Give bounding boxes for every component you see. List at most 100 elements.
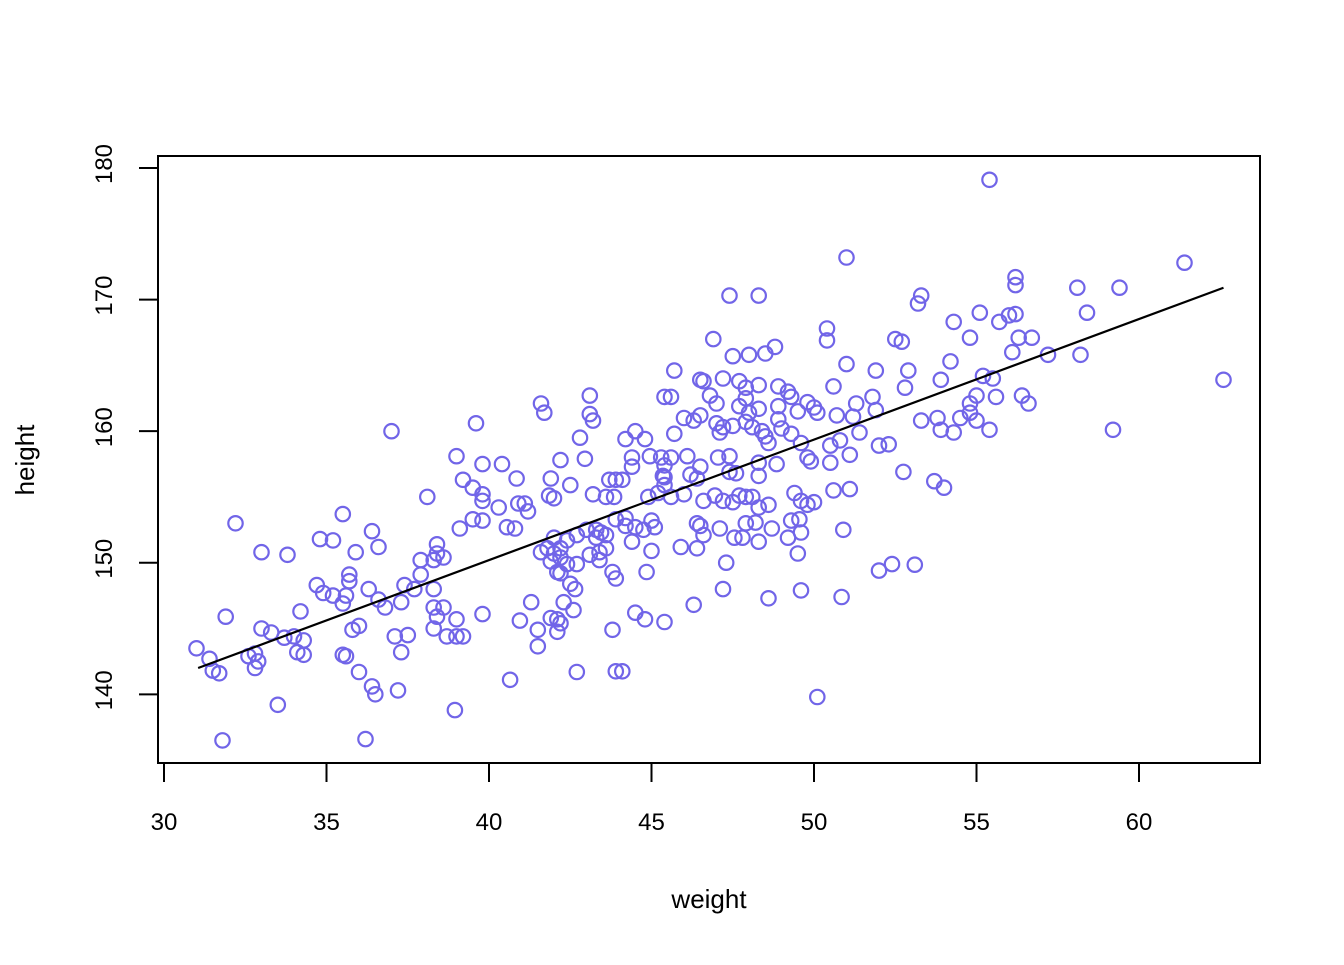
data-point — [561, 575, 579, 593]
data-point — [474, 512, 491, 529]
data-point — [568, 555, 586, 573]
data-point — [831, 432, 849, 449]
data-point — [880, 435, 897, 453]
data-point — [498, 518, 516, 536]
data-point — [791, 510, 808, 528]
data-point — [566, 580, 584, 598]
data-point — [451, 520, 469, 537]
data-point — [295, 646, 312, 664]
data-point — [981, 421, 998, 439]
data-point — [691, 458, 709, 475]
data-point — [792, 582, 810, 599]
data-point — [665, 362, 683, 379]
data-point — [210, 664, 228, 682]
data-point — [656, 388, 673, 406]
x-tick-label: 45 — [638, 809, 665, 836]
data-point — [428, 535, 446, 553]
data-point — [769, 378, 787, 395]
data-point — [607, 662, 625, 680]
data-point — [626, 422, 644, 440]
data-point — [217, 608, 234, 625]
data-point — [519, 503, 537, 520]
data-point — [789, 403, 807, 420]
data-point — [951, 409, 969, 427]
regression-line — [197, 286, 1224, 670]
data-point — [750, 467, 767, 485]
data-point — [188, 639, 205, 657]
data-point — [522, 593, 540, 611]
data-point — [789, 545, 807, 562]
data-point — [532, 395, 550, 412]
x-tick-label: 40 — [476, 809, 503, 836]
data-point — [961, 329, 979, 346]
data-point — [584, 412, 602, 429]
data-point — [1000, 307, 1018, 324]
data-point — [656, 457, 673, 474]
data-point — [654, 467, 672, 485]
data-point — [727, 464, 745, 482]
data-point — [740, 346, 758, 364]
data-point — [805, 493, 823, 511]
data-point — [591, 551, 608, 569]
data-point — [576, 450, 594, 468]
data-point — [961, 404, 979, 421]
data-point — [782, 512, 800, 529]
data-point — [750, 499, 767, 516]
data-point — [981, 171, 998, 189]
data-point — [386, 628, 404, 645]
data-point — [643, 542, 660, 560]
data-point — [760, 434, 777, 452]
data-point — [773, 420, 790, 437]
data-point — [743, 418, 761, 436]
data-point — [828, 407, 846, 424]
data-point — [945, 313, 962, 331]
data-point — [292, 603, 309, 620]
data-point — [912, 287, 930, 304]
data-point — [311, 530, 329, 548]
data-point — [799, 449, 816, 466]
data-point — [635, 521, 652, 539]
data-point — [561, 476, 579, 494]
data-point — [285, 628, 303, 645]
data-point — [1007, 305, 1024, 323]
data-point — [721, 447, 738, 465]
data-point — [1010, 329, 1027, 346]
data-point — [961, 395, 979, 412]
data-point — [613, 662, 631, 680]
data-point — [392, 643, 410, 661]
data-point — [685, 596, 702, 614]
data-point — [1007, 276, 1024, 294]
plot-box — [157, 155, 1261, 764]
data-point — [821, 437, 839, 454]
data-point — [552, 614, 569, 632]
data-point — [808, 404, 826, 421]
data-point — [597, 526, 615, 544]
data-point — [841, 446, 859, 464]
data-point — [399, 626, 417, 644]
data-point — [279, 546, 296, 564]
data-point — [324, 532, 342, 549]
data-point — [726, 529, 743, 546]
data-point — [893, 333, 911, 350]
data-point — [656, 613, 673, 631]
x-tick-label: 55 — [963, 809, 990, 836]
data-point — [714, 492, 732, 510]
data-point — [750, 400, 767, 418]
x-axis-ticks: 30 35 40 45 50 55 60 — [151, 763, 1152, 836]
data-point — [623, 533, 641, 550]
data-point — [516, 495, 534, 512]
data-point — [695, 372, 712, 390]
data-point — [792, 524, 810, 541]
data-point — [974, 367, 992, 385]
data-point — [825, 482, 842, 499]
data-point — [464, 510, 482, 528]
data-point — [334, 595, 352, 612]
data-point — [987, 388, 1005, 406]
data-point — [750, 533, 767, 550]
y-axis-ticks: 140 150 160 170 180 — [91, 144, 158, 710]
data-point — [737, 379, 755, 396]
data-point — [1111, 279, 1128, 296]
data-point — [695, 526, 712, 544]
data-point — [506, 520, 524, 537]
data-point — [675, 409, 693, 427]
